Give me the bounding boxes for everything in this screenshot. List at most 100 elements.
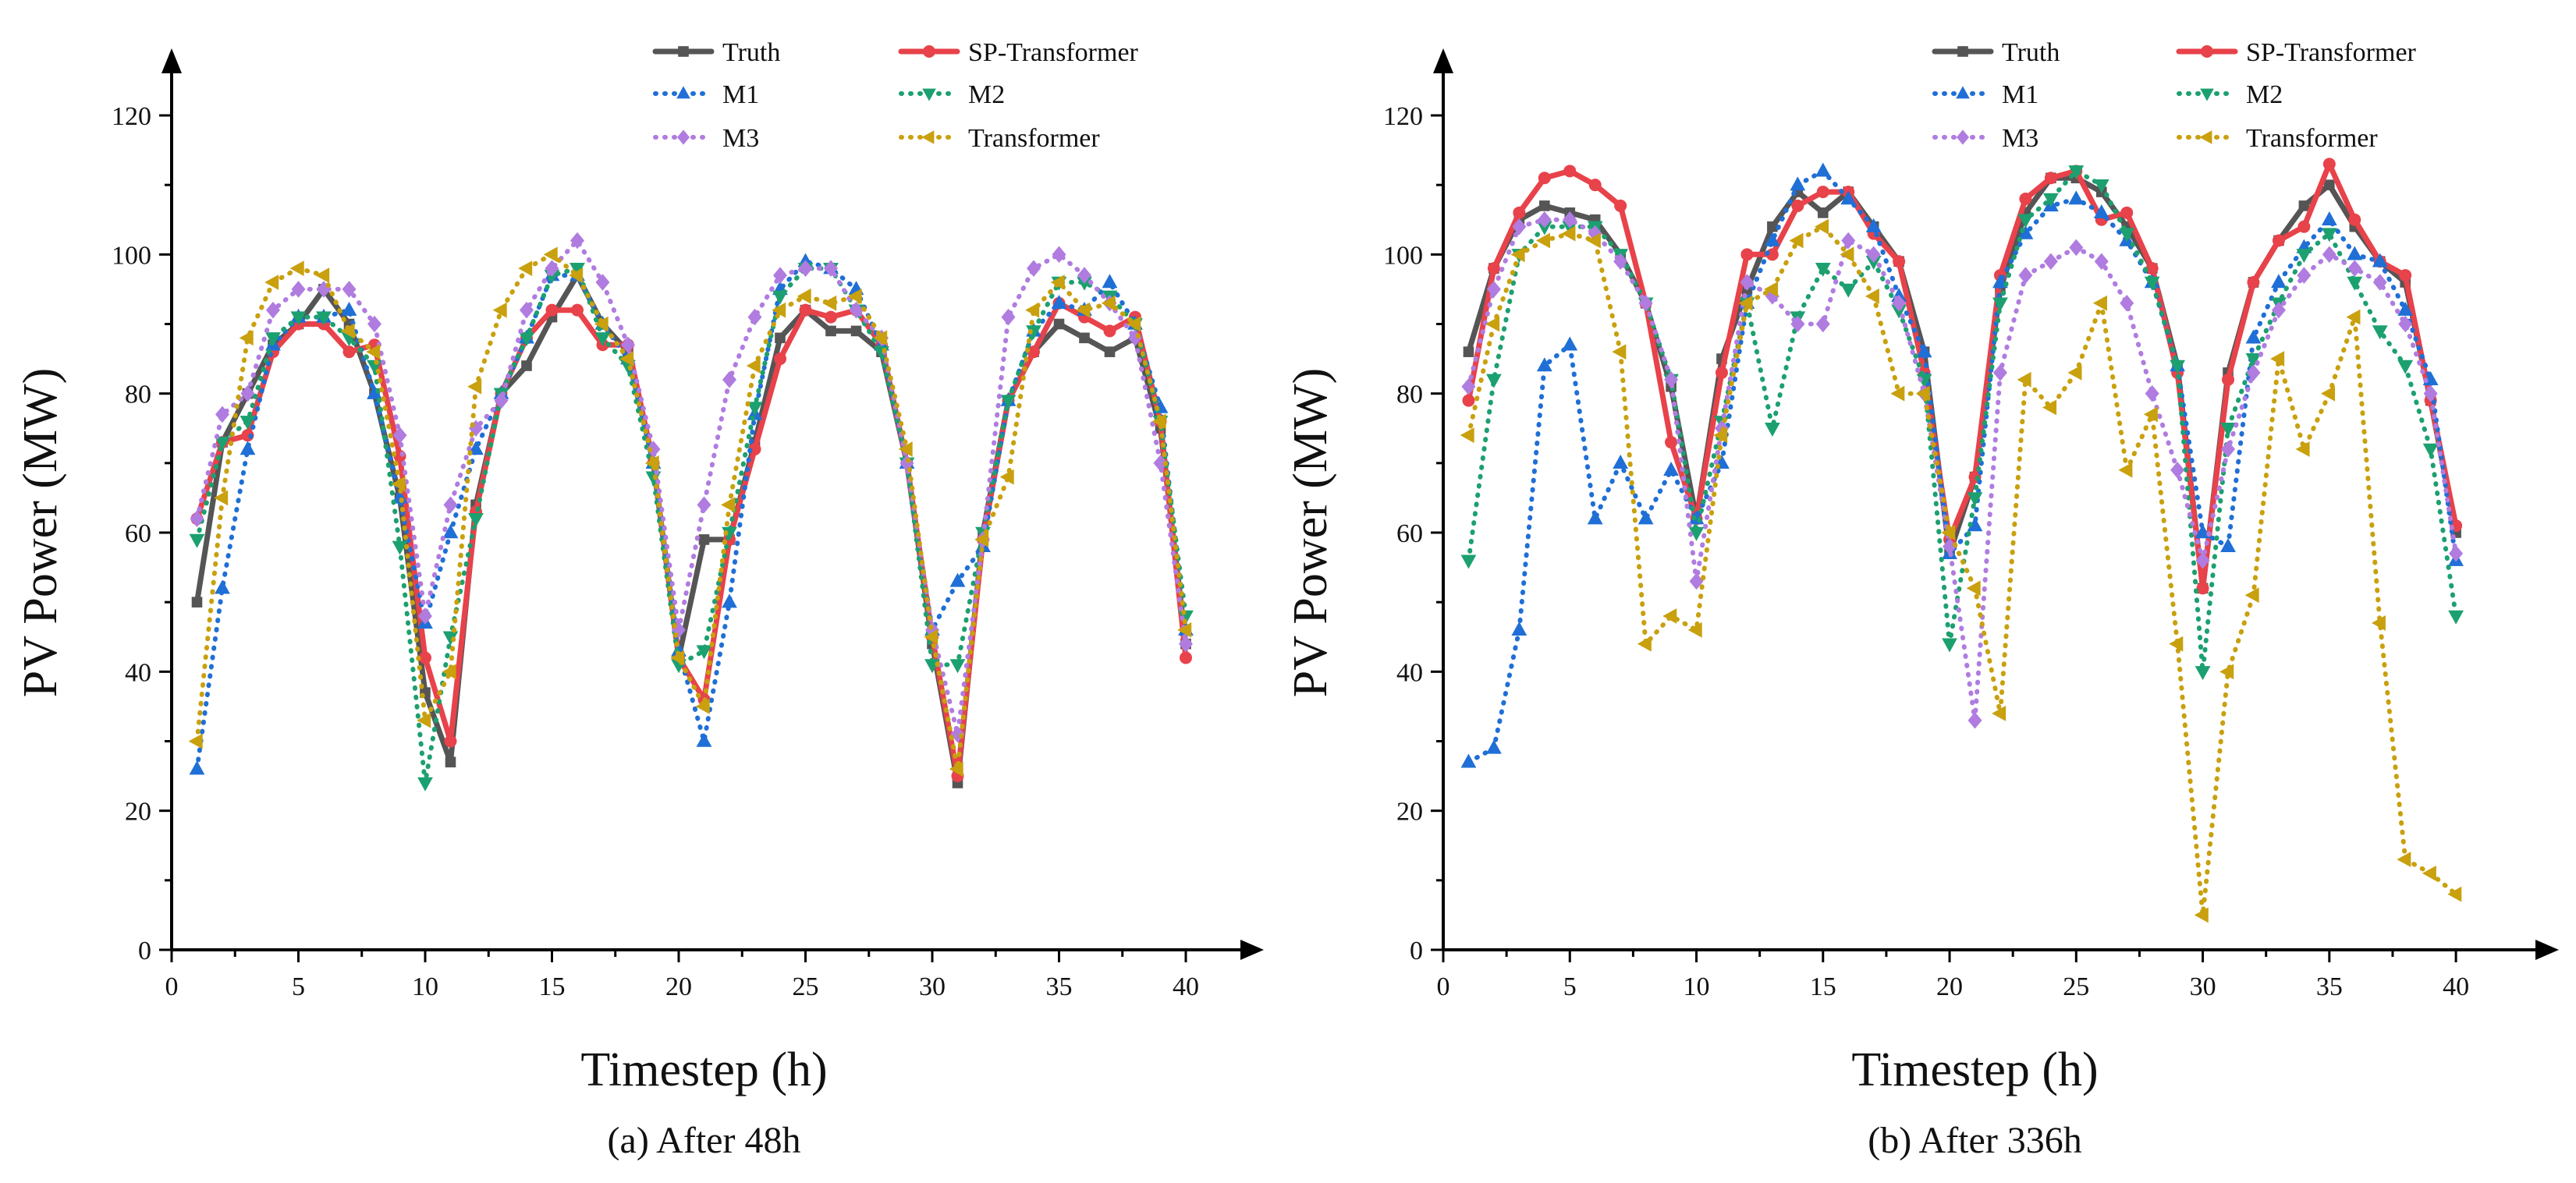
data-point-m1	[1562, 336, 1578, 351]
data-point-truth	[698, 534, 710, 545]
data-point-m2	[316, 311, 332, 326]
data-point-transformer	[1713, 427, 1728, 444]
x-tick-label: 10	[1684, 972, 1710, 1001]
legend-entry-truth: Truth	[1932, 38, 2060, 67]
data-point-transformer	[2295, 441, 2310, 457]
data-point-m2	[2042, 193, 2059, 207]
x-tick-label: 10	[412, 972, 438, 1001]
data-point-transformer	[2270, 351, 2285, 367]
data-point-m1	[722, 593, 737, 608]
data-point-sp-transformer	[571, 303, 584, 317]
data-point-m3	[1052, 246, 1066, 264]
data-point-m2	[2068, 165, 2085, 180]
series-line-m3	[194, 238, 1188, 737]
data-point-transformer	[2321, 385, 2336, 402]
data-point-sp-transformer	[1614, 199, 1627, 212]
y-axis-arrow	[161, 48, 182, 73]
data-point-transformer	[1840, 246, 1854, 263]
data-point-transformer	[2042, 399, 2057, 416]
data-point-truth	[1053, 318, 1065, 330]
x-axis-arrow	[2535, 940, 2559, 960]
legend-swatch-marker	[1957, 46, 1968, 57]
data-point-m3	[1841, 232, 1856, 250]
data-point-transformer	[695, 699, 710, 714]
data-point-m3	[2221, 441, 2236, 458]
data-point-m3	[570, 232, 584, 250]
data-point-transformer	[1485, 316, 1500, 332]
legend-swatch-marker	[922, 88, 936, 101]
data-point-sp-transformer	[2247, 276, 2260, 289]
y-tick-label: 100	[112, 241, 151, 270]
data-point-transformer	[1789, 232, 1804, 249]
data-point-m1	[2220, 538, 2236, 553]
data-point-transformer	[1966, 580, 1981, 597]
data-point-m2	[2296, 249, 2312, 264]
chart-a-after-48h: 0 5 10 15 20 25 30 35 40 0 20 40 60 80 100 120 Timestep …	[14, 38, 1264, 1161]
data-point-sp-transformer	[1665, 436, 1678, 449]
y-tick-label: 100	[1383, 241, 1423, 270]
data-point-transformer	[569, 267, 584, 283]
plot-area	[1460, 158, 2464, 923]
data-point-m1	[1967, 517, 1983, 532]
data-point-m1	[2093, 204, 2109, 219]
data-point-transformer	[315, 267, 330, 283]
data-point-m1	[468, 441, 484, 455]
data-point-m3	[1892, 294, 1907, 312]
data-point-m3	[849, 301, 864, 319]
series-transformer	[1460, 218, 2462, 923]
data-point-m3	[2170, 461, 2185, 479]
data-point-m1	[215, 579, 230, 594]
data-point-m1	[2347, 246, 2363, 260]
x-tick-label: 5	[292, 972, 305, 1001]
data-point-sp-transformer	[1563, 165, 1577, 178]
data-point-transformer	[1151, 413, 1166, 430]
data-point-m2	[1992, 297, 2008, 312]
data-point-transformer	[2219, 664, 2234, 680]
data-point-sp-transformer	[2348, 213, 2361, 226]
legend-swatch-marker	[1956, 86, 1970, 99]
legend-swatch-marker	[676, 86, 690, 99]
data-point-m3	[1001, 308, 1016, 326]
legend-entry-m1: M1	[653, 80, 759, 109]
series-line-m2	[194, 266, 1188, 785]
data-point-m2	[1026, 325, 1041, 340]
legend-entry-sp-transformer: SP-Transformer	[2176, 38, 2417, 67]
data-point-m1	[2068, 190, 2085, 205]
data-point-m3	[1486, 281, 1501, 298]
data-point-transformer	[1662, 608, 1677, 624]
data-point-m2	[392, 540, 408, 555]
x-tick-label: 35	[2316, 972, 2343, 1001]
legend-entry-m3: M3	[653, 124, 759, 153]
data-point-m3	[950, 725, 965, 743]
legend-entry-sp-transformer: SP-Transformer	[898, 38, 1139, 67]
data-point-m3	[2043, 253, 2058, 271]
data-point-m2	[519, 332, 534, 347]
data-point-transformer	[2371, 615, 2386, 631]
data-point-m2	[1460, 554, 1477, 569]
data-point-m2	[2245, 352, 2262, 367]
series-line-m3	[1466, 217, 2459, 723]
data-point-sp-transformer	[2019, 193, 2032, 205]
series-line-transformer	[1466, 224, 2459, 918]
legend-label: Truth	[722, 38, 780, 67]
data-point-m1	[341, 301, 357, 316]
data-point-m1	[1865, 218, 1882, 232]
data-point-m1	[1613, 455, 1629, 469]
data-point-sp-transformer	[1487, 262, 1500, 275]
data-point-m2	[696, 645, 712, 660]
data-point-m2	[2093, 179, 2109, 193]
data-point-m1	[2271, 274, 2287, 289]
data-point-truth	[2298, 200, 2310, 211]
data-point-m3	[595, 274, 610, 291]
data-point-m1	[240, 441, 256, 455]
series-m2	[1460, 165, 2464, 681]
y-tick-label: 0	[1410, 937, 1423, 965]
data-point-sp-transformer	[1513, 206, 1526, 219]
data-point-sp-transformer	[2272, 234, 2285, 247]
y-axis-title: PV Power (MW)	[1284, 368, 1337, 698]
series-line-m1	[1466, 168, 2459, 765]
x-tick-label: 35	[1046, 972, 1073, 1001]
data-point-transformer	[974, 532, 989, 547]
data-point-m3	[1077, 267, 1091, 284]
